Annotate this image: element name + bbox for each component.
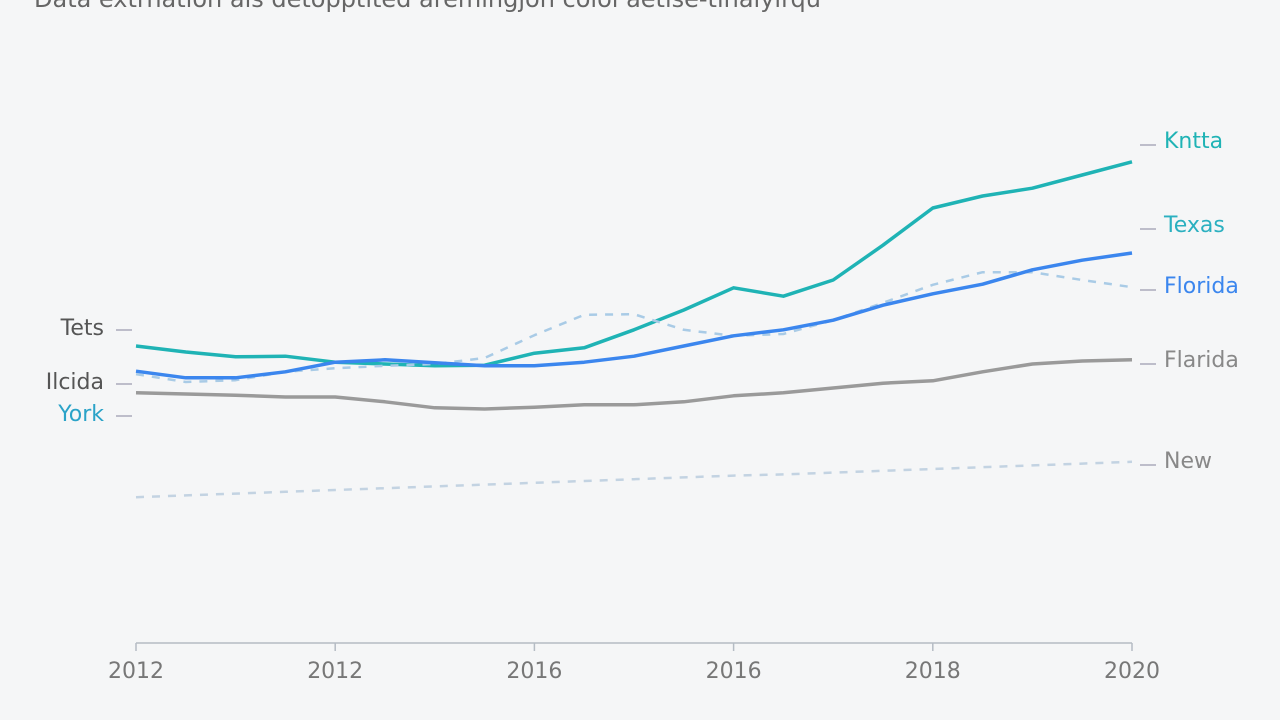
x-tick-label: 2012 (307, 659, 363, 684)
left-label: Ilcida (46, 370, 104, 395)
x-tick-label: 2020 (1104, 659, 1160, 684)
series-label: Kntta (1164, 129, 1223, 154)
series-line (135, 270, 1133, 384)
series-label: Florida (1164, 274, 1239, 299)
series-label: New (1164, 449, 1212, 474)
series-line (135, 251, 1133, 380)
chart-title: Data extrnation als detopptited aremingj… (34, 0, 821, 13)
series-line (135, 358, 1133, 411)
x-tick-label: 2016 (506, 659, 562, 684)
series-line (135, 460, 1133, 499)
series-label: Texas (1163, 213, 1225, 238)
x-tick-label: 2018 (905, 659, 961, 684)
series-line (135, 160, 1133, 368)
series-label: Flarida (1164, 348, 1239, 373)
left-label: Tets (60, 316, 104, 341)
x-tick-label: 2016 (706, 659, 762, 684)
left-label: York (57, 402, 104, 427)
x-tick-label: 2012 (108, 659, 164, 684)
